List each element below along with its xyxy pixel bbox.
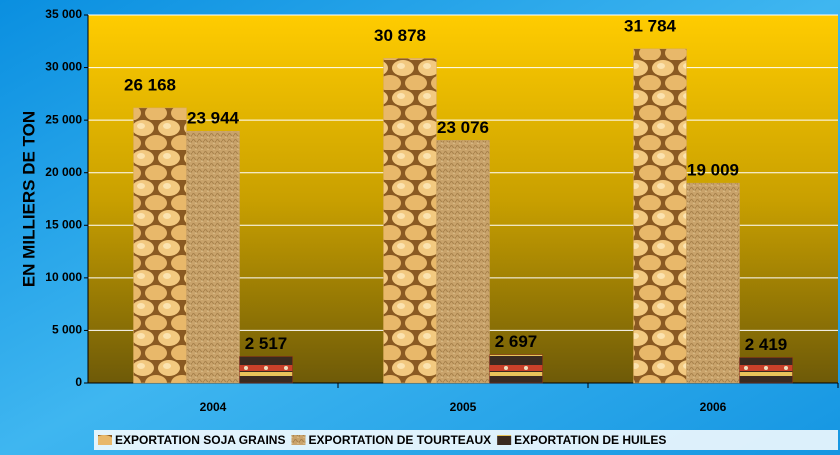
value-label: 31 784 xyxy=(624,16,677,35)
y-tick-label: 35 000 xyxy=(45,7,82,21)
legend-swatch xyxy=(291,435,306,445)
legend-label: EXPORTATION SOJA GRAINS xyxy=(115,433,285,447)
x-tick-label: 2004 xyxy=(200,400,227,414)
value-label: 2 419 xyxy=(745,335,788,354)
value-label: 23 076 xyxy=(437,118,489,137)
bar xyxy=(133,107,187,384)
bar xyxy=(633,48,687,384)
bar xyxy=(489,354,543,384)
y-tick-label: 20 000 xyxy=(45,165,82,179)
x-tick-label: 2006 xyxy=(700,400,727,414)
legend-label: EXPORTATION DE TOURTEAUX xyxy=(308,433,491,447)
value-label: 19 009 xyxy=(687,161,739,180)
y-tick-label: 5 000 xyxy=(52,323,82,337)
value-label: 2 517 xyxy=(245,334,288,353)
bar xyxy=(383,58,437,384)
bar xyxy=(686,182,740,384)
y-tick-label: 25 000 xyxy=(45,112,82,126)
legend-swatch xyxy=(497,435,512,445)
bar xyxy=(436,140,490,384)
bar xyxy=(239,356,293,384)
y-axis-label: EN MILLIERS DE TON xyxy=(19,111,38,287)
value-label: 26 168 xyxy=(124,75,176,94)
x-tick-label: 2005 xyxy=(450,400,477,414)
y-tick-label: 0 xyxy=(75,375,82,389)
value-label: 30 878 xyxy=(374,26,426,45)
legend-label: EXPORTATION DE HUILES xyxy=(514,433,666,447)
value-label: 2 697 xyxy=(495,332,538,351)
y-tick-label: 30 000 xyxy=(45,60,82,74)
y-tick-label: 10 000 xyxy=(45,270,82,284)
legend xyxy=(94,430,838,450)
y-tick-label: 15 000 xyxy=(45,217,82,231)
value-label: 23 944 xyxy=(187,109,240,128)
legend-swatch xyxy=(98,435,112,445)
bar xyxy=(739,357,793,384)
bar xyxy=(186,130,240,384)
